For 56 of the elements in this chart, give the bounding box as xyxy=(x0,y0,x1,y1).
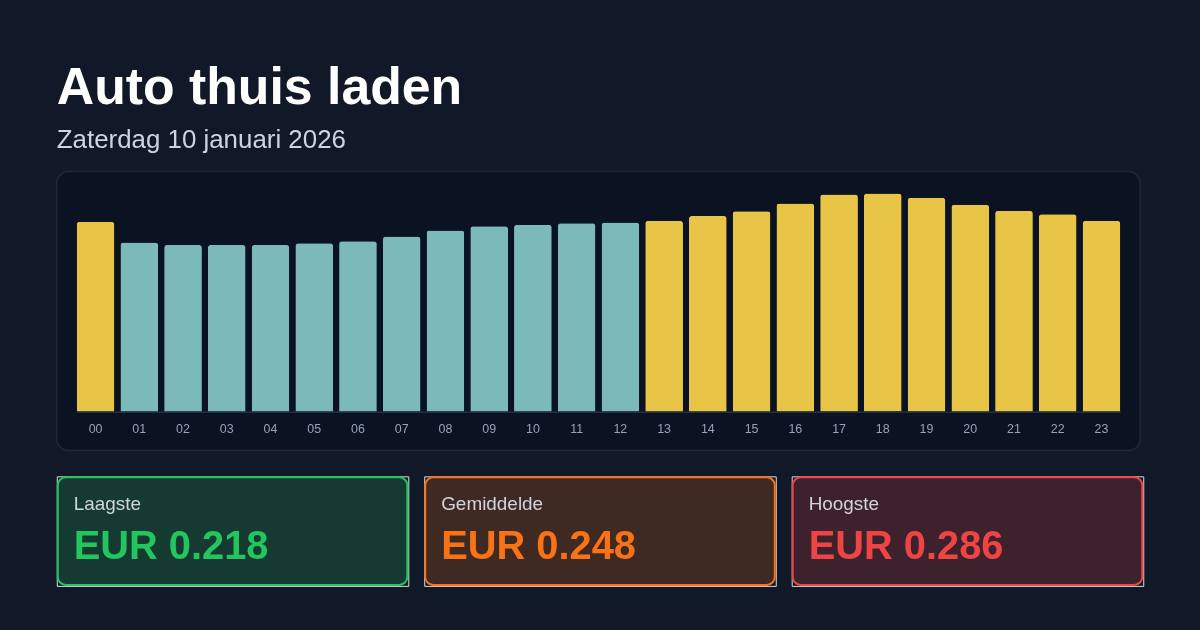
bar xyxy=(120,242,159,412)
bar xyxy=(776,203,815,412)
x-tick-label: 00 xyxy=(88,422,103,437)
bar xyxy=(601,222,640,412)
bar xyxy=(76,221,115,412)
bar xyxy=(514,224,552,412)
x-tick-label: 09 xyxy=(482,422,497,437)
x-tick-label: 11 xyxy=(570,422,584,437)
x-tick-label: 18 xyxy=(875,422,890,437)
x-tick-label: 23 xyxy=(1094,422,1109,437)
x-tick-label: 04 xyxy=(263,422,278,437)
bar xyxy=(951,204,990,412)
x-tick-label: 02 xyxy=(176,422,191,437)
chart-subtitle: Zaterdag 10 januari 2026 xyxy=(56,124,346,153)
x-tick-label: 16 xyxy=(788,422,803,437)
bar xyxy=(820,194,858,412)
bar xyxy=(426,230,465,412)
x-tick-label: 13 xyxy=(657,422,672,437)
bar xyxy=(863,193,902,412)
bar xyxy=(557,223,596,412)
text: EUR 0.248 xyxy=(441,523,636,567)
bar xyxy=(164,244,202,412)
text: EUR 0.218 xyxy=(73,523,269,567)
x-tick-label: 05 xyxy=(307,422,322,437)
x-tick-label: 08 xyxy=(438,422,453,437)
bar xyxy=(688,215,727,412)
x-tick-label: 20 xyxy=(963,422,978,437)
bar xyxy=(207,244,246,412)
bar xyxy=(645,220,683,412)
bar xyxy=(907,197,946,412)
x-tick-label: 10 xyxy=(525,422,540,437)
text: Laagste xyxy=(73,493,141,515)
x-tick-label: 21 xyxy=(1007,422,1021,437)
bar xyxy=(995,210,1033,412)
x-tick-label: 19 xyxy=(919,422,934,437)
bar xyxy=(382,236,421,412)
bar xyxy=(470,226,509,412)
text: EUR 0.286 xyxy=(808,523,1004,567)
text: Hoogste xyxy=(808,493,880,515)
bar xyxy=(732,211,771,412)
bar xyxy=(339,241,377,412)
x-tick-label: 12 xyxy=(613,422,628,437)
bar xyxy=(251,244,290,412)
x-tick-label: 06 xyxy=(351,422,365,437)
text: Gemiddelde xyxy=(441,493,544,515)
bar xyxy=(295,243,334,412)
x-tick-label: 01 xyxy=(132,422,147,437)
chart-title: Auto thuis laden xyxy=(56,56,463,115)
x-tick-label: 07 xyxy=(394,422,409,437)
bar xyxy=(1038,214,1077,412)
bar xyxy=(1082,220,1121,412)
x-tick-label: 15 xyxy=(744,422,759,437)
x-tick-label: 17 xyxy=(832,422,847,437)
x-tick-label: 22 xyxy=(1050,422,1065,437)
x-tick-label: 03 xyxy=(219,422,234,437)
x-tick-label: 14 xyxy=(700,422,715,437)
